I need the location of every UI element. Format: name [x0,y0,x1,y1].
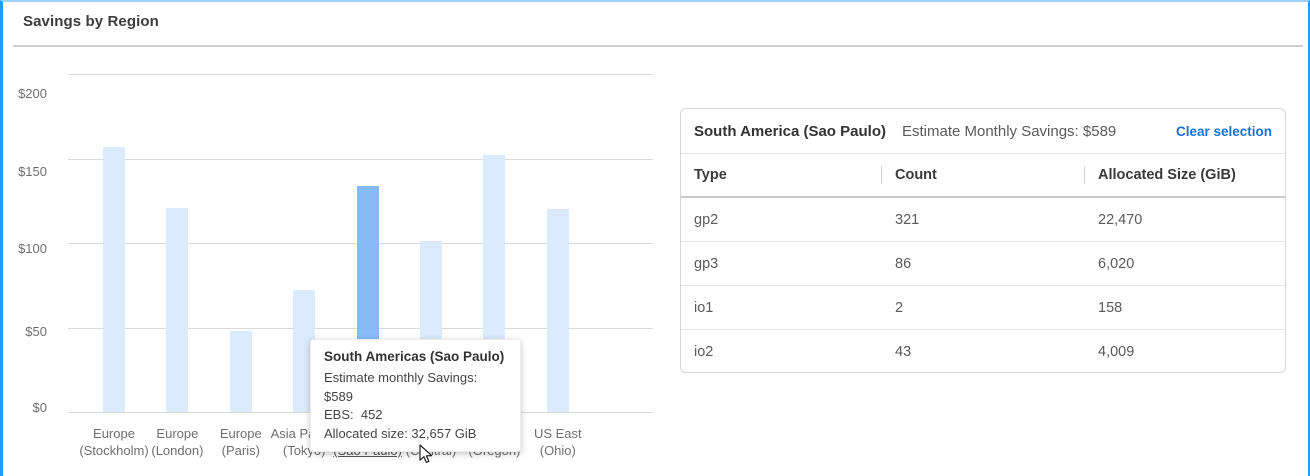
table-row-gp3: gp3 86 6,020 [681,242,1285,286]
count-cell: 86 [895,255,912,272]
type-cell: io2 [694,344,714,360]
y-axis-tick-label: $100 [18,241,47,256]
estimated-monthly-savings: Estimate Monthly Savings: $589 [901,122,1117,140]
table-row-io1: io1 2 158 [681,286,1285,330]
selected-region-title: South America (Sao Paulo) [694,122,886,140]
bar-europe-stockholm[interactable] [103,146,125,412]
type-cell: gp3 [694,255,719,272]
count-cell: 321 [895,211,920,228]
gridline [68,74,653,75]
tooltip-savings-line: Estimate monthly Savings: $589 [324,370,481,404]
mouse-cursor-icon [419,444,433,463]
x-axis-label-us-east-ohio[interactable]: US East (Ohio) [533,426,582,458]
type-cell: io1 [694,299,714,316]
y-axis-tick-label: $200 [18,86,47,101]
y-axis-tick-label: $50 [25,324,47,339]
selection-panel-header: South America (Sao Paulo) Estimate Month… [681,109,1285,154]
tooltip-title: South Americas (Sao Paulo) [324,349,505,364]
y-axis-tick-label: $0 [32,400,47,415]
bar-asia-pacific-tokyo[interactable] [293,290,316,412]
table-row-gp2: gp2 321 22,470 [681,198,1285,242]
gridline [68,158,653,160]
allocated-size-cell: 158 [1098,299,1123,316]
table-row-io2: io2 43 4,009 [681,330,1285,372]
column-header-type: Type [694,167,727,183]
tooltip-allocated-line: Allocated size: 32,657 GiB [324,425,477,441]
x-axis-label-europe-paris[interactable]: Europe (Paris) [219,426,262,458]
column-header-allocated-size-gib: Allocated Size (GiB) [1084,154,1285,196]
card-title: Savings by Region [23,13,159,30]
chart-tooltip: South Americas (Sao Paulo) Estimate mont… [310,339,521,452]
clear-selection-link[interactable]: Clear selection [1175,123,1272,139]
type-cell: gp2 [694,211,719,228]
selection-detail-panel: South America (Sao Paulo) Estimate Month… [680,108,1286,373]
x-axis-label-europe-london[interactable]: Europe (London) [151,426,204,458]
allocated-size-cell: 4,009 [1098,344,1135,360]
allocated-size-cell: 22,470 [1098,211,1143,228]
title-divider [13,45,1303,47]
table-header-row: Type Count Allocated Size (GiB) [681,154,1285,198]
allocated-size-cell: 6,020 [1098,255,1135,272]
bar-europe-paris[interactable] [229,330,252,412]
table-body: gp2 321 22,470 gp3 86 6,020 io1 2 158 io2 43 4,009 [681,198,1285,372]
tooltip-ebs-line: EBS: 452 [324,407,383,422]
count-cell: 2 [895,299,904,316]
volume-type-table: Type Count Allocated Size (GiB) gp2 321 22,47… [681,154,1285,372]
x-axis-label-europe-stockholm[interactable]: Europe (Stockholm) [79,426,149,458]
column-header-count: Count [881,154,1084,196]
count-cell: 43 [895,344,912,360]
bar-us-east-ohio[interactable] [546,209,569,412]
y-axis-tick-label: $150 [18,164,47,179]
bar-europe-london[interactable] [166,207,189,412]
